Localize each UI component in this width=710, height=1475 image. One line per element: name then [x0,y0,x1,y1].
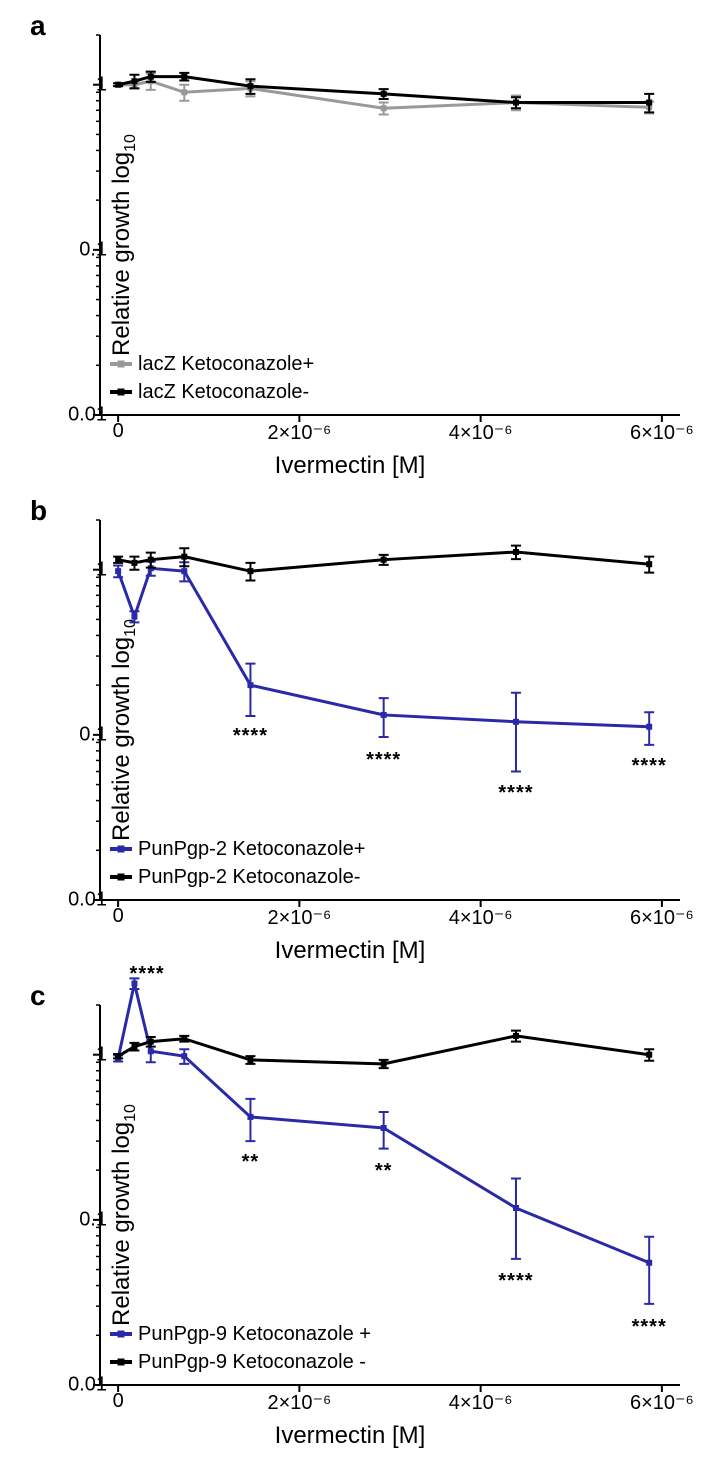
legend-swatch [110,1360,132,1364]
legend-label: PunPgp-9 Ketoconazole - [138,1348,366,1376]
significance-marker: **** [233,725,268,748]
legend-swatch [110,1332,132,1336]
legend-label: PunPgp-9 Ketoconazole + [138,1320,371,1348]
legend: lacZ Ketoconazole+lacZ Ketoconazole- [110,350,314,406]
legend-item: PunPgp-9 Ketoconazole + [110,1320,371,1348]
legend-swatch [110,390,132,394]
chart-panel-c: cRelative growth log10Ivermectin [M]10.1… [5,980,695,1450]
legend-item: lacZ Ketoconazole+ [110,350,314,378]
legend-swatch [110,847,132,851]
x-axis-label: Ivermectin [M] [275,937,426,965]
significance-marker: **** [498,1270,533,1293]
x-tick-label: 6×10⁻⁶ [630,1390,694,1415]
x-tick-label: 2×10⁻⁶ [267,905,331,930]
legend: PunPgp-2 Ketoconazole+PunPgp-2 Ketoconaz… [110,835,365,891]
legend-label: lacZ Ketoconazole+ [138,350,314,378]
legend-label: PunPgp-2 Ketoconazole- [138,863,360,891]
legend: PunPgp-9 Ketoconazole +PunPgp-9 Ketocona… [110,1320,371,1376]
legend-item: PunPgp-2 Ketoconazole+ [110,835,365,863]
x-tick-label: 2×10⁻⁶ [267,1390,331,1415]
legend-swatch [110,875,132,879]
legend-swatch [110,362,132,366]
x-tick-label: 0 [113,1390,124,1413]
legend-item: PunPgp-2 Ketoconazole- [110,863,365,891]
significance-marker: ** [242,1151,260,1174]
x-tick-label: 4×10⁻⁶ [449,1390,513,1415]
legend-item: PunPgp-9 Ketoconazole - [110,1348,371,1376]
panel-label: b [30,495,47,527]
legend-label: PunPgp-2 Ketoconazole+ [138,835,365,863]
x-tick-label: 0 [113,905,124,928]
chart-panel-a: aRelative growth log10Ivermectin [M]10.1… [5,10,695,480]
x-tick-label: 6×10⁻⁶ [630,420,694,445]
panel-label: a [30,10,46,42]
significance-marker: **** [498,782,533,805]
panel-label: c [30,980,46,1012]
legend-item: lacZ Ketoconazole- [110,378,314,406]
x-tick-label: 4×10⁻⁶ [449,420,513,445]
x-axis-label: Ivermectin [M] [275,1422,426,1450]
legend-label: lacZ Ketoconazole- [138,378,309,406]
x-axis-label: Ivermectin [M] [275,452,426,480]
x-tick-label: 0 [113,420,124,443]
significance-marker: **** [632,755,667,778]
significance-marker: **** [366,749,401,772]
significance-marker: ** [375,1160,393,1183]
x-tick-label: 2×10⁻⁶ [267,420,331,445]
significance-marker: **** [130,963,165,986]
x-tick-label: 6×10⁻⁶ [630,905,694,930]
significance-marker: **** [632,1316,667,1339]
x-tick-label: 4×10⁻⁶ [449,905,513,930]
chart-panel-b: bRelative growth log10Ivermectin [M]10.1… [5,495,695,965]
